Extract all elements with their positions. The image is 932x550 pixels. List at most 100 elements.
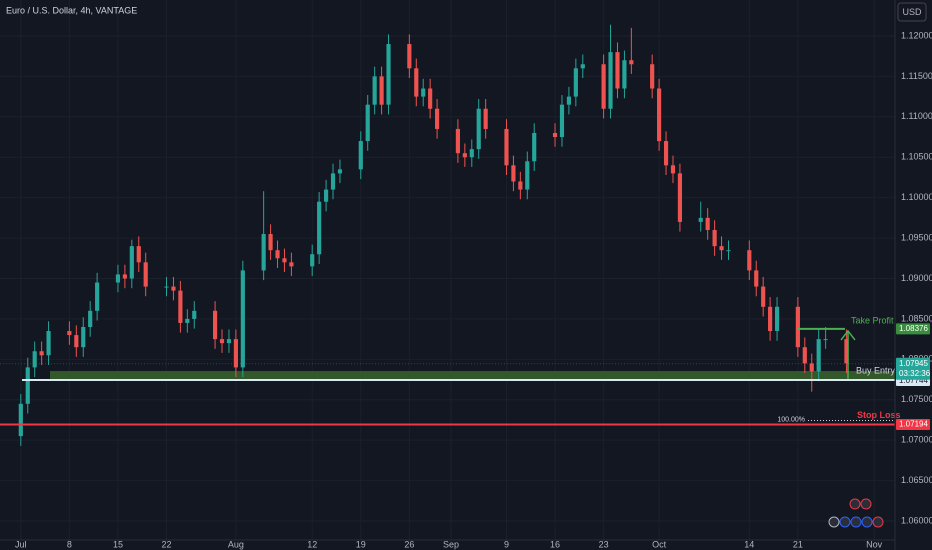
candle-body (650, 64, 655, 89)
last-price-bg (896, 357, 930, 380)
trade-arrow (840, 329, 856, 379)
candle-body (88, 310, 93, 327)
candle-body (421, 88, 426, 97)
candle-body (282, 258, 287, 263)
candle-body (629, 60, 634, 65)
candle-body (233, 339, 238, 368)
candle-body (185, 318, 190, 323)
x-tick-label: Sep (443, 539, 459, 549)
candle-body (719, 246, 724, 251)
last-price: 1.07945 (899, 359, 928, 368)
candle-body (386, 44, 391, 105)
candle-body (483, 108, 488, 129)
candle-body (414, 68, 419, 97)
icon[interactable] (860, 498, 872, 510)
candle-body (143, 262, 148, 287)
candle-body (823, 339, 828, 341)
x-tick-label: 26 (404, 539, 414, 549)
x-tick-label: 9 (504, 539, 509, 549)
candle-body (46, 331, 51, 356)
candle-body (435, 108, 440, 129)
candle-body (310, 254, 315, 267)
x-tick-label: 16 (550, 539, 560, 549)
y-tick-label: 1.08500 (901, 313, 932, 323)
x-tick-label: 22 (162, 539, 172, 549)
candle-body (747, 250, 752, 271)
x-tick-label: 14 (744, 539, 754, 549)
currency-button[interactable] (897, 2, 927, 22)
candle-body (462, 153, 467, 158)
candle-body (559, 104, 565, 138)
toolbar-icons (828, 498, 884, 528)
x-tick-label: 23 (599, 539, 609, 549)
y-tick-label: 1.12000 (901, 30, 932, 40)
x-tick-label: Nov (866, 539, 883, 549)
candle-body (518, 181, 523, 190)
currency-button-label[interactable]: USD (902, 7, 922, 17)
candle-body (608, 52, 613, 109)
candle-body (379, 76, 384, 105)
icon[interactable] (872, 516, 884, 528)
grid (0, 0, 895, 540)
candle-body (18, 403, 23, 437)
candle-body (324, 189, 329, 202)
candle-body (39, 351, 44, 356)
candle-body (795, 306, 800, 348)
candle-body (761, 286, 766, 307)
candle-body (809, 363, 814, 372)
icon[interactable] (839, 516, 851, 528)
icon[interactable] (850, 516, 862, 528)
candle-body (615, 52, 620, 89)
candle-body (115, 274, 121, 283)
axis: 1.060001.065001.070001.075001.080001.085… (15, 30, 932, 549)
candle-body (81, 326, 86, 348)
candle-body (261, 234, 266, 271)
candle-body (622, 60, 627, 89)
candle-body (802, 347, 807, 364)
candle-body (67, 331, 72, 336)
candle-body (705, 217, 710, 230)
candle-body (663, 141, 669, 166)
candle-body (768, 306, 773, 332)
x-tick-label: 8 (67, 539, 72, 549)
icon[interactable] (828, 516, 840, 528)
candle-body (275, 250, 280, 259)
candle-body (816, 339, 821, 372)
candle-body (573, 68, 578, 97)
candle-body (178, 290, 183, 323)
candle-body (171, 286, 176, 291)
y-tick-label: 1.06000 (901, 515, 932, 525)
icon[interactable] (861, 516, 873, 528)
candle-body (330, 173, 336, 190)
candle-body (657, 88, 662, 142)
candle-body (372, 76, 377, 105)
candle-body (511, 165, 516, 182)
candle-body (164, 286, 169, 288)
zones (50, 371, 895, 381)
candle-body (407, 44, 412, 69)
countdown: 03:32:36 (899, 369, 931, 378)
candle-body (428, 88, 433, 109)
x-tick-label: Jul (15, 539, 27, 549)
x-tick-label: 19 (356, 539, 366, 549)
candle-body (677, 173, 683, 222)
stop-loss-price-bg (896, 418, 930, 430)
candle-body (774, 306, 780, 332)
chart-title: Euro / U.S. Dollar, 4h, VANTAGE (6, 5, 137, 15)
candle-body (601, 64, 606, 109)
overlay: 100.00% Stop Loss Take Profit Buy Entry (0, 315, 901, 426)
y-tick-label: 1.09500 (901, 232, 932, 242)
candle-body (136, 246, 141, 263)
candle-body (754, 270, 759, 287)
candle-body (95, 282, 100, 311)
candle-body (504, 128, 509, 166)
x-tick-label: 12 (307, 539, 317, 549)
candle-body (25, 367, 30, 404)
entry-zone (50, 371, 895, 381)
candle-body (317, 201, 322, 255)
y-tick-label: 1.06500 (901, 475, 932, 485)
icon[interactable] (849, 498, 861, 510)
candle-body (32, 351, 37, 368)
